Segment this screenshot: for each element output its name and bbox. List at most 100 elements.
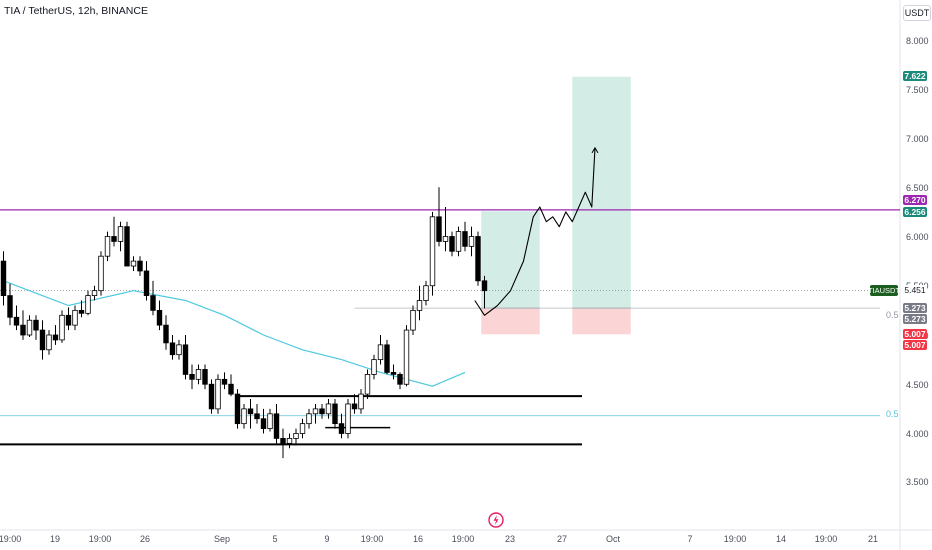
- candle-body: [26, 319, 33, 336]
- candle-body: [78, 309, 85, 314]
- currency-button[interactable]: USDT: [903, 5, 931, 21]
- time-tick-label: 19:00: [451, 534, 475, 544]
- candle-body: [273, 413, 280, 439]
- position-2-target-zone: [572, 76, 631, 309]
- fib-label-lower: 0.5: [886, 409, 899, 419]
- horizontal-levels[interactable]: [0, 209, 900, 446]
- candle-body: [364, 373, 371, 395]
- candle-body: [384, 344, 390, 373]
- candle-body: [254, 413, 260, 420]
- candle-body: [33, 319, 39, 331]
- candles: [0, 187, 488, 459]
- candle-body: [182, 344, 189, 375]
- resistance-price-tag: 6.270: [903, 195, 927, 205]
- target-price-tag: 7.622: [903, 71, 927, 81]
- candle-body: [241, 408, 247, 425]
- candle-body: [150, 295, 156, 311]
- time-tick-label: 5: [272, 534, 278, 544]
- candle-body: [163, 324, 169, 344]
- time-tick-label: 21: [867, 534, 879, 544]
- time-tick-label: 16: [412, 534, 424, 544]
- position-1-target-zone: [481, 211, 540, 309]
- projected-price-path: [474, 147, 596, 316]
- plot-background: [0, 0, 900, 530]
- entry-top-price-tag: 6.256: [903, 207, 927, 217]
- candle-body: [39, 329, 46, 351]
- candle-body: [52, 334, 59, 341]
- candle-body: [169, 342, 176, 356]
- candle-body: [397, 373, 403, 385]
- candle-body: [117, 226, 124, 242]
- candle-body: [208, 383, 215, 410]
- mid-price-tag-1: 5.273: [903, 303, 927, 313]
- candle-body: [312, 408, 319, 415]
- price-tick-label: 6.500: [906, 183, 929, 193]
- candle-body: [143, 270, 150, 297]
- candle-body: [325, 403, 332, 415]
- fib-label-upper: 0.5: [886, 310, 899, 320]
- candle-body: [195, 369, 202, 380]
- candle-body: [475, 236, 481, 282]
- candle-body: [358, 393, 364, 410]
- position-boxes[interactable]: [481, 76, 631, 335]
- candle-body: [468, 236, 475, 247]
- candle-body: [390, 372, 397, 375]
- candle-body: [13, 316, 20, 326]
- mid-price-tag-2: 5.273: [903, 314, 927, 324]
- candle-body: [59, 314, 65, 341]
- candle-body: [429, 216, 436, 287]
- projection-path[interactable]: [474, 146, 599, 316]
- candle-body: [234, 393, 241, 425]
- candle-body: [46, 334, 52, 351]
- candle-body: [156, 309, 163, 326]
- candle-body: [260, 418, 267, 429]
- candle-body: [332, 403, 338, 425]
- time-tick-label: 19: [49, 534, 61, 544]
- time-tick-label: 7: [687, 534, 693, 544]
- candle-body: [449, 236, 455, 252]
- last-price-tag: 5.451: [903, 285, 927, 295]
- candle-body: [247, 408, 254, 415]
- candle-body: [377, 344, 384, 361]
- candle-body: [130, 260, 137, 267]
- time-tick-label: 14: [775, 534, 787, 544]
- candle-body: [98, 255, 104, 292]
- candle-body: [481, 280, 488, 292]
- price-tick-label: 7.500: [906, 85, 929, 95]
- position-2-stop-zone: [572, 308, 631, 335]
- price-tick-label: 6.000: [906, 232, 929, 242]
- candle-body: [72, 309, 78, 326]
- candle-body: [85, 295, 91, 314]
- price-tick-label: 4.000: [906, 429, 929, 439]
- time-tick-label: 19:00: [88, 534, 112, 544]
- candle-body: [338, 423, 345, 434]
- candle-body: [111, 236, 117, 242]
- position-1-stop-zone: [481, 308, 540, 335]
- candle-body: [462, 231, 468, 247]
- projection-arrowhead: [591, 146, 599, 154]
- time-tick-label: Sep: [213, 534, 231, 544]
- candle-body: [0, 260, 7, 296]
- candle-body: [124, 226, 130, 267]
- tradingview-flash-icon[interactable]: [488, 512, 504, 528]
- stop-price-tag-1: 5.007: [903, 329, 927, 339]
- time-tick-label: 19:00: [360, 534, 384, 544]
- candle-body: [319, 408, 325, 415]
- moving-average: [3, 280, 466, 387]
- time-tick-label: 19:00: [0, 534, 22, 544]
- candle-body: [286, 438, 293, 444]
- candle-body: [176, 344, 182, 356]
- price-tick-label: 8.000: [906, 36, 929, 46]
- time-tick-label: 26: [139, 534, 151, 544]
- stop-price-tag-2: 5.007: [903, 340, 927, 350]
- price-tick-label: 3.500: [906, 477, 929, 487]
- candle-body: [455, 231, 462, 252]
- candle-body: [137, 260, 143, 272]
- time-tick-label: 19:00: [723, 534, 747, 544]
- candle-body: [345, 403, 351, 434]
- candle-body: [403, 329, 410, 385]
- chart-title: TIA / TetherUS, 12h, BINANCE: [4, 5, 148, 17]
- candle-body: [299, 423, 306, 434]
- candle-body: [293, 433, 299, 439]
